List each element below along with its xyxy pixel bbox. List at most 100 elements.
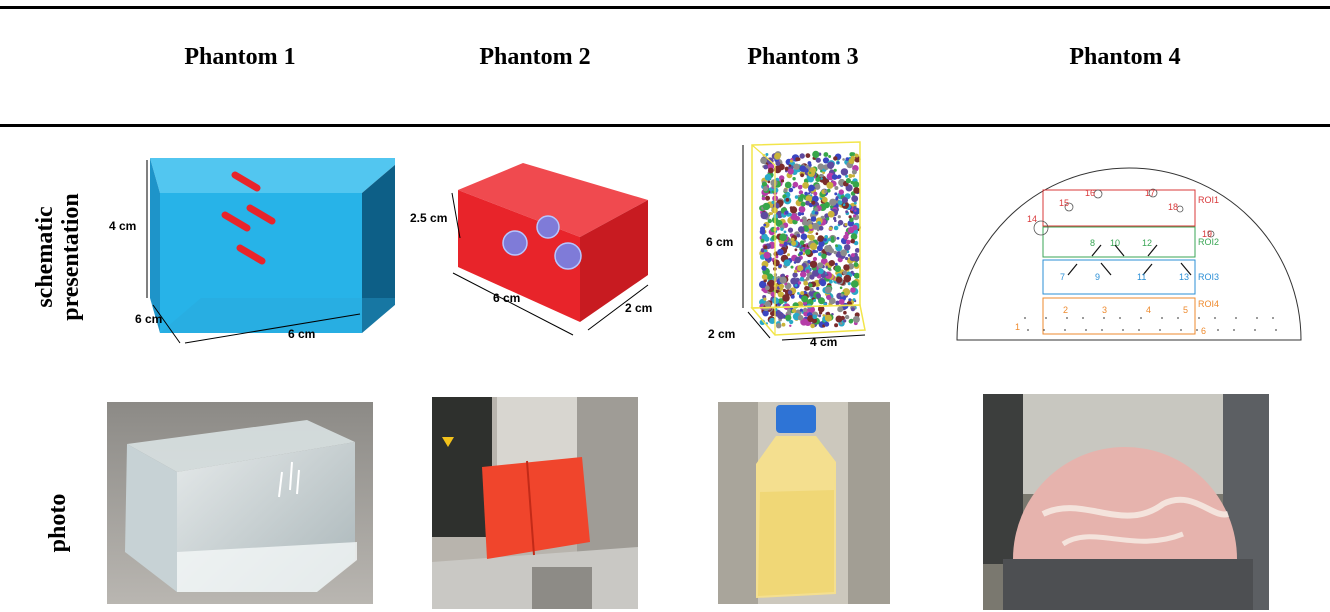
bead [761,196,766,201]
bead [843,244,851,251]
bead [783,188,788,193]
bead [808,224,814,230]
bead [833,250,837,255]
bead [848,298,852,302]
bead [765,285,770,291]
insert-dot [1119,317,1121,319]
bead [822,157,830,164]
phantom-3-depth-label: 2 cm [708,327,735,341]
bead [768,167,774,174]
bead [774,152,781,160]
insert-dot [1159,329,1161,331]
bead [785,314,792,321]
insert-number: 14 [1027,214,1037,224]
bead [815,232,819,235]
insert-dot [1122,329,1124,331]
insert-number: 7 [1060,272,1065,282]
bead [853,240,859,246]
insert-rod [231,171,261,192]
bead [816,286,820,291]
bead [813,299,816,302]
bead [835,276,843,283]
bead [833,216,837,221]
bead [809,242,818,251]
bead [759,228,766,235]
bead [783,241,788,246]
insert-number: 6 [1201,326,1206,336]
bead [794,284,798,287]
bead [767,279,775,287]
phantom-2-height-label: 2.5 cm [410,211,447,225]
bead [813,191,818,196]
bead [763,297,767,301]
bead [826,217,830,221]
bead [804,286,809,291]
bead [834,262,838,266]
insert-circle [1064,202,1074,212]
bead [819,279,827,287]
bead [831,174,838,180]
bead [853,214,857,218]
bead [780,179,785,183]
insert-sphere [502,230,528,256]
bead [790,213,798,221]
roi4-box [1042,297,1196,335]
bead [851,174,855,178]
bead [847,220,855,227]
insert-rod [1067,263,1078,276]
bead [850,253,856,258]
insert-circle [1176,205,1184,213]
bead [851,195,859,203]
phantom-4-schematic: ROI1 ROI2 ROI3 ROI4 12 3 4 5678910111213141… [956,167,1302,341]
bead [799,276,805,282]
bead [826,188,831,193]
bead [837,161,840,164]
insert-dot [1177,317,1179,319]
bead [809,167,816,174]
bead [788,164,792,167]
phantom-1-width-label: 6 cm [288,327,315,341]
bead [823,152,829,157]
bead [760,238,765,243]
insert-dot [1085,329,1087,331]
bead [829,198,837,206]
phantom-3-schematic: 6 cm 2 cm 4 cm [706,141,866,349]
insert-dot [1138,329,1140,331]
bead [792,181,799,188]
bead [805,153,811,158]
bead [829,279,833,284]
bead [821,196,828,203]
bead [770,212,773,215]
insert-circle [1207,230,1215,238]
bead [798,206,806,213]
phantom-1-depth-label: 6 cm [135,312,162,326]
bead [772,259,780,267]
insert-rod [1180,262,1192,276]
bead [850,270,854,274]
bead [799,218,803,223]
bead [845,157,850,161]
roi3-label: ROI3 [1198,272,1219,282]
row-label-line-2: presentation [58,193,84,321]
bead [812,150,820,158]
bead [792,177,796,181]
bead [787,168,794,175]
roi2-label: ROI2 [1198,237,1219,247]
insert-circle [1033,220,1049,236]
insert-dot [1140,317,1142,319]
bead [764,236,770,242]
phantom-3-width-label: 4 cm [810,335,837,349]
bead [800,173,804,178]
bead [807,219,813,225]
bead [854,209,857,212]
bead [777,312,785,320]
bead [850,233,858,240]
bead [834,186,839,190]
insert-sphere [554,242,582,270]
bead [779,276,787,284]
bead [772,297,779,305]
bead [781,322,786,327]
bead [787,253,790,257]
bead [804,191,808,196]
bead [799,184,803,189]
